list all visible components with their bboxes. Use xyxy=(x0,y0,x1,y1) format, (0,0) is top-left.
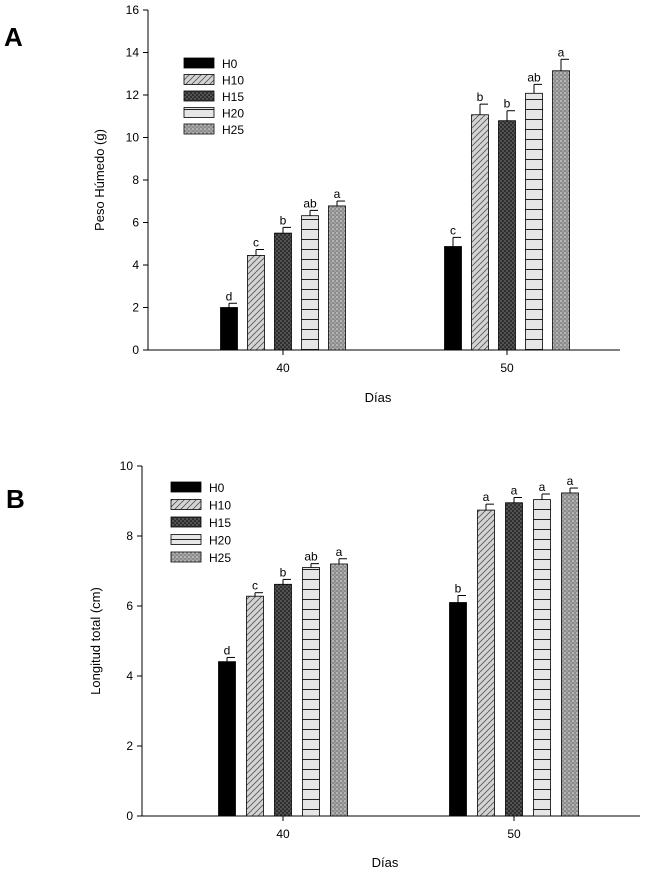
legend-swatch-h15 xyxy=(170,516,202,528)
x-tick-label: 50 xyxy=(500,361,514,375)
bar-h15-50 xyxy=(498,120,516,351)
significance-letter: ab xyxy=(304,550,318,564)
bar-h15-40 xyxy=(274,583,292,817)
significance-letter: a xyxy=(539,480,546,494)
y-tick-label: 10 xyxy=(126,131,140,145)
legend-swatch-h25 xyxy=(183,123,215,135)
y-axis-label: Longitud total (cm) xyxy=(88,587,103,695)
legend-swatch-h15 xyxy=(183,90,215,102)
bar-h25-40 xyxy=(328,205,346,351)
significance-letter: a xyxy=(336,545,343,559)
x-axis-label: Días xyxy=(365,390,392,405)
y-tick-label: 6 xyxy=(132,216,139,230)
y-tick-label: 2 xyxy=(126,739,133,753)
significance-letter: b xyxy=(455,582,462,596)
bar-h10-50 xyxy=(471,114,489,351)
legend-label-h10: H10 xyxy=(209,499,231,513)
significance-letter: d xyxy=(224,643,231,657)
legend-swatch-h0 xyxy=(183,57,215,69)
significance-letter: b xyxy=(504,97,511,111)
significance-letter: a xyxy=(334,187,341,201)
significance-letter: b xyxy=(280,565,287,579)
significance-letter: ab xyxy=(303,196,317,210)
legend-label-h20: H20 xyxy=(209,534,231,548)
x-axis-label: Días xyxy=(372,855,399,870)
bar-h0-40 xyxy=(220,307,238,351)
legend-label-h15: H15 xyxy=(222,90,244,104)
bar-h15-40 xyxy=(274,232,292,351)
bar-h25-50 xyxy=(561,492,579,817)
bar-h25-40 xyxy=(330,563,348,817)
y-tick-label: 10 xyxy=(120,459,134,473)
significance-letter: b xyxy=(280,213,287,227)
significance-letter: a xyxy=(558,45,565,59)
y-tick-label: 0 xyxy=(126,809,133,823)
legend-label-h0: H0 xyxy=(222,57,238,71)
significance-letter: c xyxy=(450,223,456,237)
y-tick-label: 4 xyxy=(132,258,139,272)
significance-letter: c xyxy=(253,235,259,249)
bar-h10-40 xyxy=(246,595,264,817)
y-tick-label: 2 xyxy=(132,301,139,315)
bar-h0-40 xyxy=(218,661,236,817)
x-tick-label: 40 xyxy=(276,361,290,375)
legend-label-h25: H25 xyxy=(209,551,231,565)
legend-swatch-h10 xyxy=(170,499,202,510)
significance-letter: ab xyxy=(527,70,541,84)
bar-h10-50 xyxy=(477,509,495,817)
y-tick-label: 12 xyxy=(126,88,140,102)
legend-swatch-h20 xyxy=(183,107,215,118)
bar-h20-40 xyxy=(302,567,320,817)
legend-label-h10: H10 xyxy=(222,74,244,88)
y-axis-label: Peso Húmedo (g) xyxy=(92,129,107,231)
y-tick-label: 6 xyxy=(126,599,133,613)
chart-b: 0 2 4 6 8 10 40 50 Días Longitud total (cm) d b H0 c a… xyxy=(88,459,640,870)
bar-h25-50 xyxy=(552,70,570,351)
panel-label-a: A xyxy=(4,22,23,52)
x-tick-label: 40 xyxy=(276,827,290,841)
significance-letter: a xyxy=(511,484,518,498)
bar-h15-50 xyxy=(505,502,523,817)
y-tick-label: 14 xyxy=(126,46,140,60)
panel-label-b: B xyxy=(6,484,25,514)
x-tick-label: 50 xyxy=(507,827,521,841)
significance-letter: a xyxy=(483,490,490,504)
y-tick-label: 0 xyxy=(132,343,139,357)
legend-label-h15: H15 xyxy=(209,516,231,530)
legend-swatch-h20 xyxy=(170,534,202,545)
significance-letter: c xyxy=(252,579,258,593)
bar-h0-50 xyxy=(444,246,462,351)
legend-swatch-h10 xyxy=(183,74,215,85)
significance-letter: a xyxy=(567,474,574,488)
significance-letter: d xyxy=(226,289,233,303)
y-tick-label: 4 xyxy=(126,669,133,683)
bar-h0-50 xyxy=(449,602,467,817)
chart-a: 0 2 4 6 8 10 12 14 16 40 50 Días Peso Húmedo (g) d c H0… xyxy=(92,3,620,405)
legend-label-h0: H0 xyxy=(209,481,225,495)
legend-label-h25: H25 xyxy=(222,123,244,137)
significance-letter: b xyxy=(477,90,484,104)
legend-label-h20: H20 xyxy=(222,107,244,121)
y-tick-label: 16 xyxy=(126,3,140,17)
y-tick-label: 8 xyxy=(132,173,139,187)
bar-h20-50 xyxy=(525,92,543,351)
y-tick-label: 8 xyxy=(126,529,133,543)
bar-h20-40 xyxy=(301,215,319,351)
bar-h20-50 xyxy=(533,499,551,817)
legend-swatch-h25 xyxy=(170,551,202,563)
legend-swatch-h0 xyxy=(170,481,202,493)
bar-h10-40 xyxy=(247,255,265,351)
